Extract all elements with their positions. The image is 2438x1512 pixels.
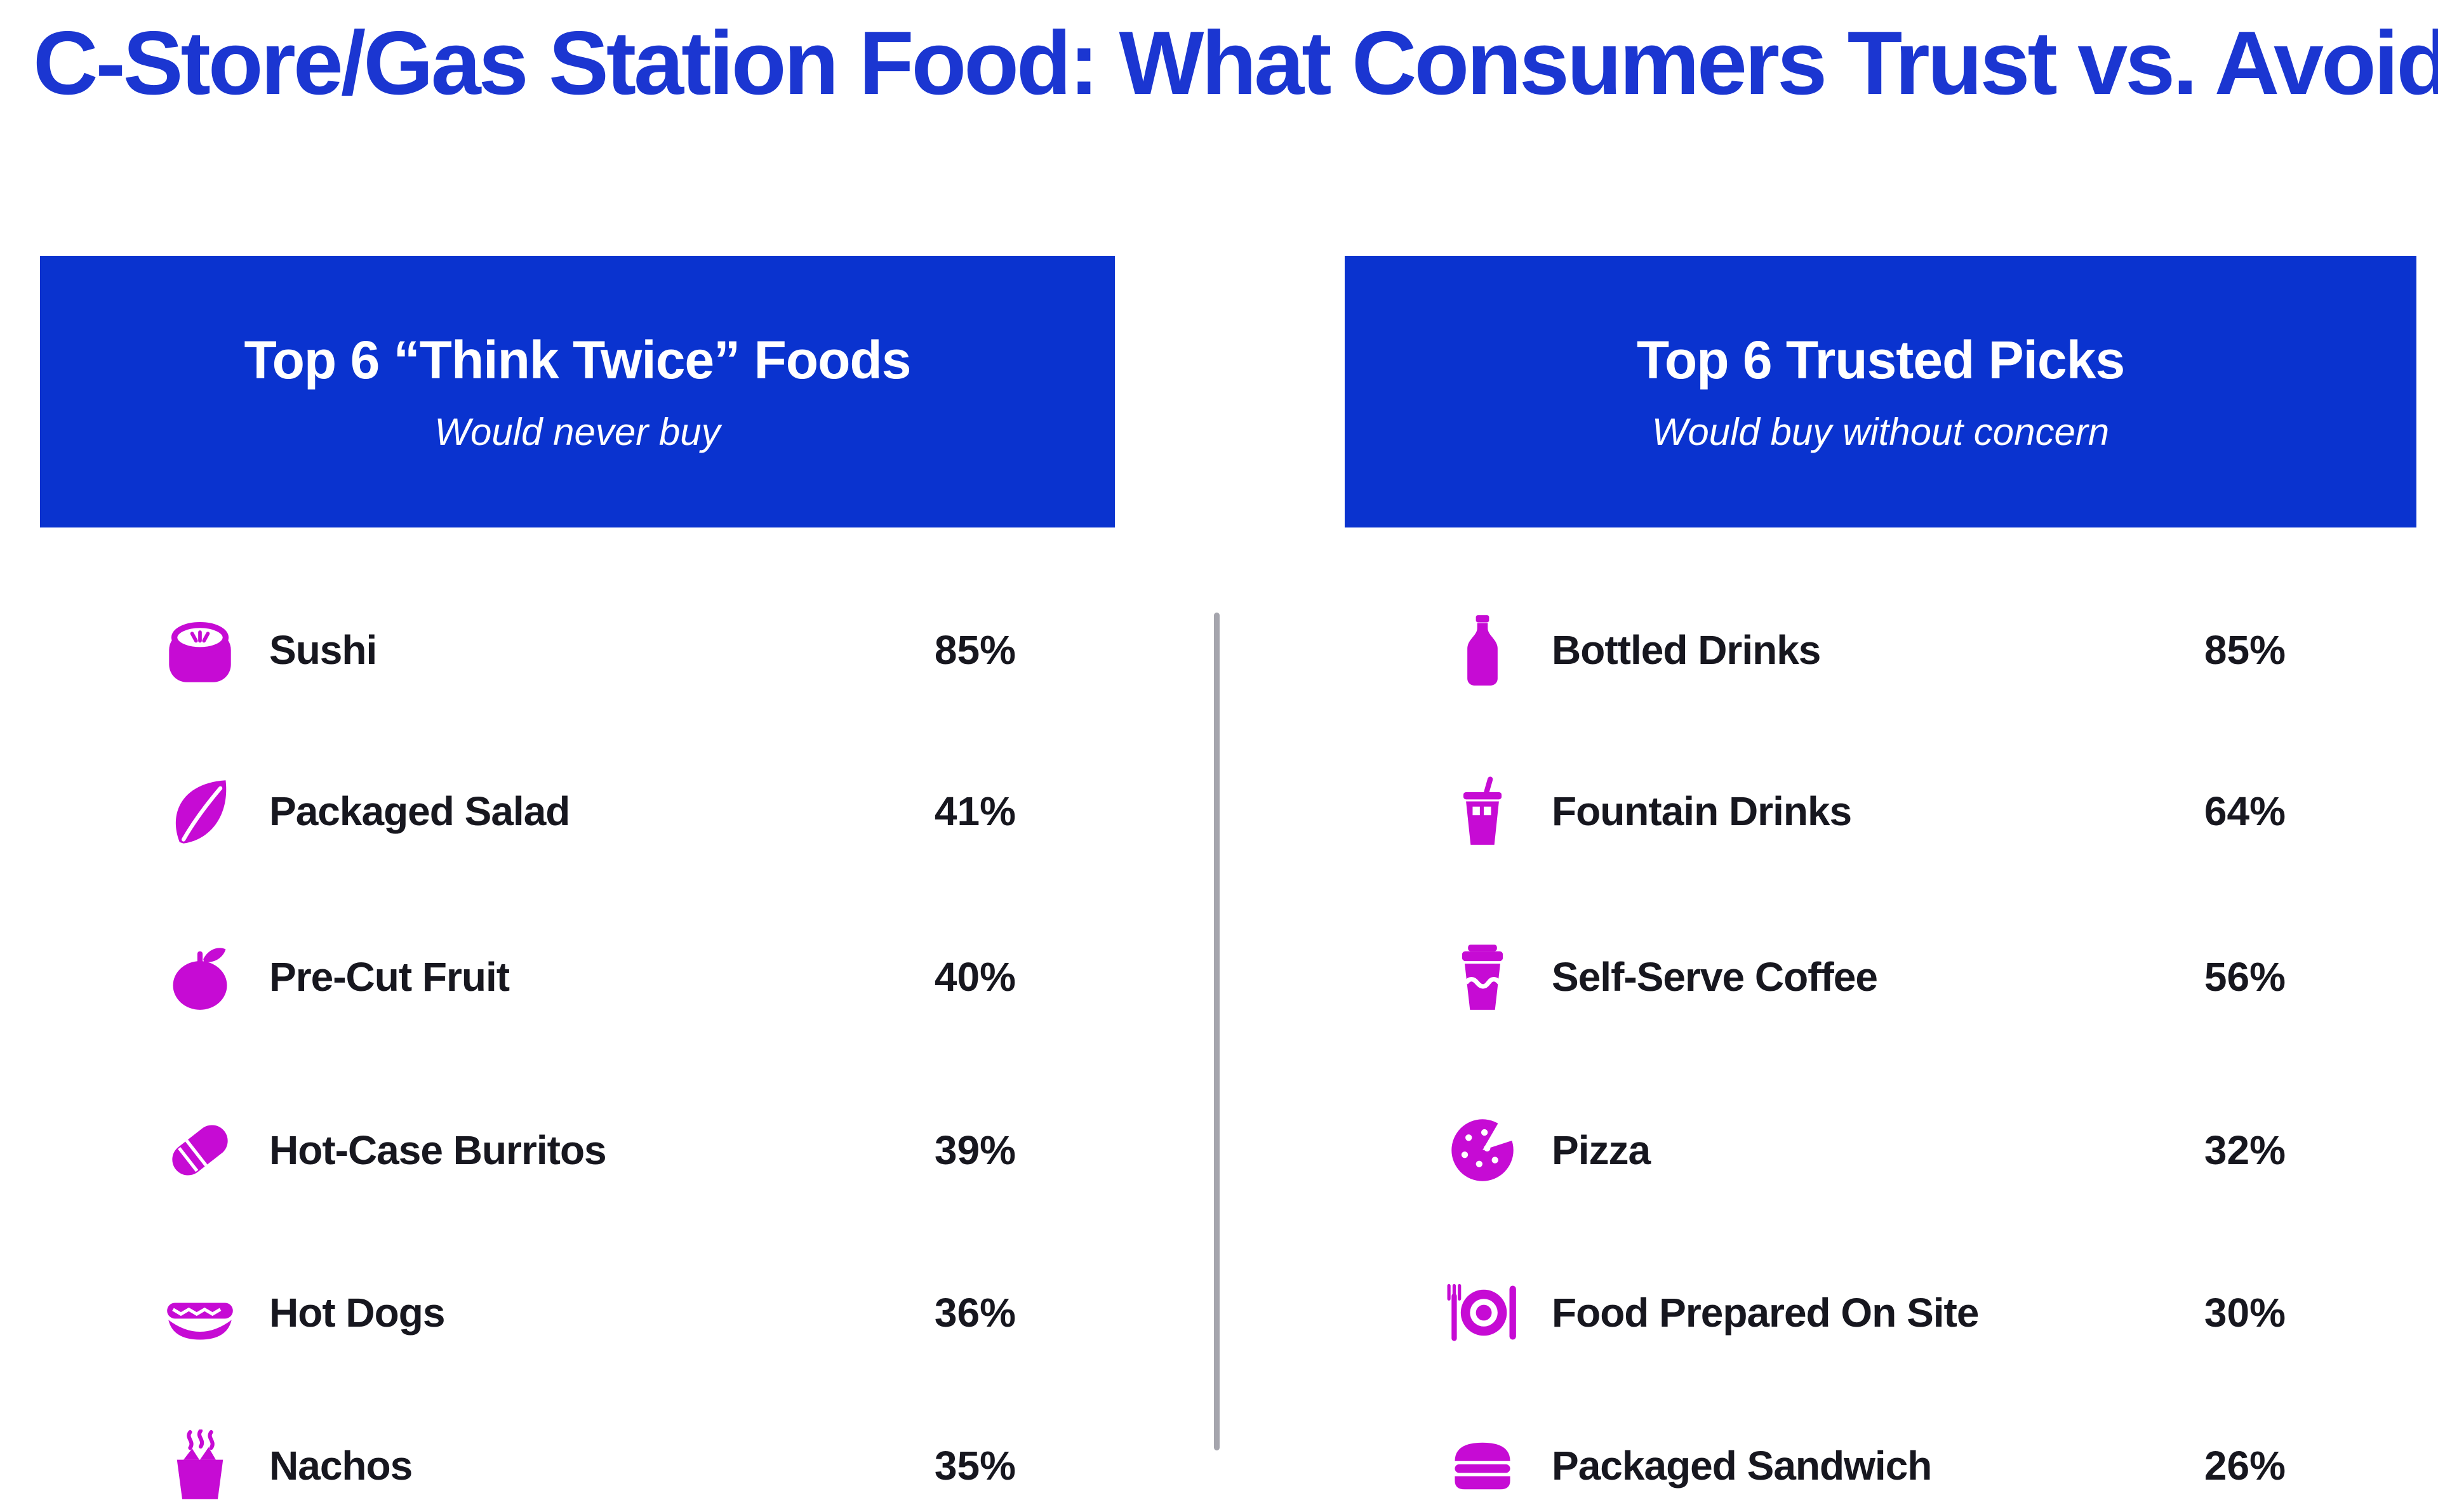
list-item: Packaged Salad 41% [159,767,1016,856]
trusted-picks-list: Bottled Drinks 85% Fountain Drinks 64% S… [1441,0,2286,1512]
item-value: 85% [2204,627,2286,673]
item-label: Food Prepared On Site [1552,1290,1979,1336]
item-value: 26% [2204,1443,2286,1489]
trusted-picks-heading: Top 6 Trusted Picks [1636,330,2125,390]
list-item: Nachos 35% [159,1421,1016,1510]
list-item: Bottled Drinks 85% [1441,606,2286,694]
think-twice-subheading: Would never buy [434,411,721,453]
nachos-icon [159,1424,241,1507]
column-divider [1214,613,1220,1450]
item-label: Nachos [269,1443,413,1489]
item-value: 85% [934,627,1016,673]
item-value: 56% [2204,954,2286,1000]
think-twice-heading: Top 6 “Think Twice” Foods [244,330,912,390]
trusted-picks-panel-header: Top 6 Trusted Picks Would buy without co… [1345,256,2416,527]
item-label: Packaged Salad [269,788,570,834]
item-label: Sushi [269,627,377,673]
item-value: 39% [934,1127,1016,1173]
item-value: 32% [2204,1127,2286,1173]
list-item: Self-Serve Coffee 56% [1441,932,2286,1021]
item-value: 35% [934,1443,1016,1489]
list-item: Pre-Cut Fruit 40% [159,932,1016,1021]
burrito-icon [159,1109,241,1191]
list-item: Fountain Drinks 64% [1441,767,2286,856]
apple-icon [159,936,241,1018]
bottled-drink-icon [1441,609,1524,691]
plate-with-cutlery-icon [1441,1271,1524,1354]
list-item: Hot-Case Burritos 39% [159,1106,1016,1195]
coffee-cup-icon [1441,936,1524,1018]
item-value: 64% [2204,788,2286,834]
pizza-icon [1441,1109,1524,1191]
packaged-sandwich-icon [1441,1424,1524,1507]
list-item: Pizza 32% [1441,1106,2286,1195]
item-label: Pizza [1552,1127,1651,1173]
salad-leaf-icon [159,770,241,852]
fountain-cup-icon [1441,770,1524,852]
list-item: Packaged Sandwich 26% [1441,1421,2286,1510]
list-item: Sushi 85% [159,606,1016,694]
list-item: Food Prepared On Site 30% [1441,1268,2286,1357]
item-label: Hot Dogs [269,1290,445,1336]
item-label: Self-Serve Coffee [1552,954,1878,1000]
hot-dog-icon [159,1271,241,1354]
page-title: C-Store/Gas Station Food: What Consumers… [33,13,2438,114]
item-value: 40% [934,954,1016,1000]
think-twice-list: Sushi 85% Packaged Salad 41% Pre-Cut Fru… [159,0,1016,1512]
item-label: Fountain Drinks [1552,788,1852,834]
item-label: Packaged Sandwich [1552,1443,1932,1489]
trusted-picks-subheading: Would buy without concern [1651,411,2110,453]
list-item: Hot Dogs 36% [159,1268,1016,1357]
item-label: Bottled Drinks [1552,627,1821,673]
think-twice-panel-header: Top 6 “Think Twice” Foods Would never bu… [40,256,1115,527]
item-value: 30% [2204,1290,2286,1336]
item-value: 41% [934,788,1016,834]
sushi-icon [159,609,241,691]
item-label: Pre-Cut Fruit [269,954,510,1000]
item-value: 36% [934,1290,1016,1336]
item-label: Hot-Case Burritos [269,1127,607,1173]
